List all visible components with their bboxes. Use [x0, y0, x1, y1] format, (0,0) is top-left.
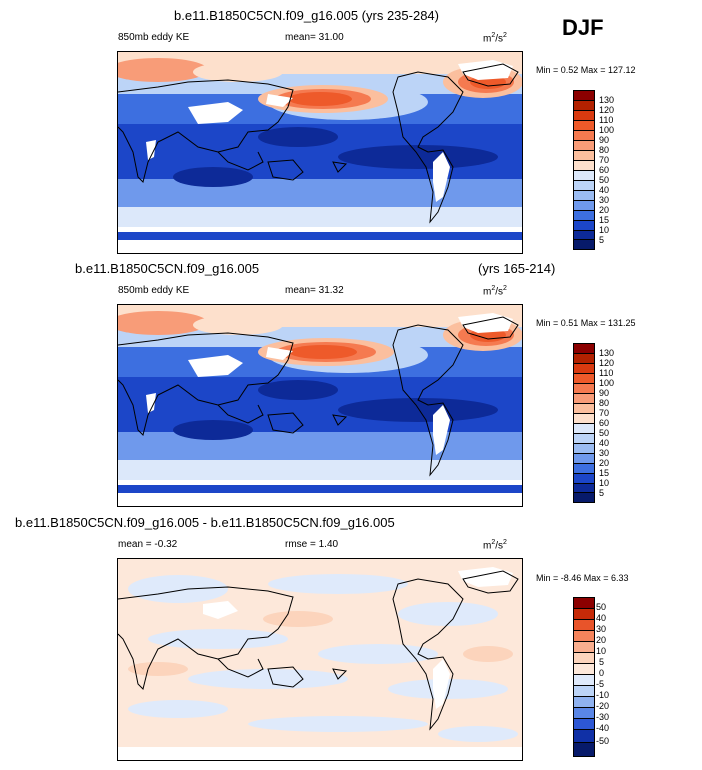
season-label: DJF — [562, 15, 604, 40]
cb2-tick: 90 — [599, 388, 610, 398]
cb3-tick: -20 — [596, 701, 610, 711]
panel1-map — [117, 51, 523, 254]
cb1-tick: 15 — [599, 215, 610, 225]
cb1-tick: 40 — [599, 185, 610, 195]
cb1-tick: 30 — [599, 195, 610, 205]
cb1-tick: 130 — [599, 95, 615, 105]
panel1-variable: 850mb eddy KE — [118, 32, 190, 43]
cb2-tick: 5 — [599, 488, 605, 498]
cb3-tick: 0 — [599, 668, 605, 678]
cb1-tick: 90 — [599, 135, 610, 145]
cb3-tick: 5 — [599, 657, 605, 667]
cb1-tick: 5 — [599, 235, 605, 245]
panel3-min-max: Min = -8.46 Max = 6.33 — [536, 573, 629, 583]
cb1-tick: 120 — [599, 105, 615, 115]
cb3-tick: -40 — [596, 723, 610, 733]
panel1-title: b.e11.B1850C5CN.f09_g16.005 (yrs 235-284… — [174, 8, 439, 23]
cb1-tick: 100 — [599, 125, 615, 135]
cb2-tick: 130 — [599, 348, 615, 358]
cb2-tick: 15 — [599, 468, 610, 478]
cb1-tick: 50 — [599, 175, 610, 185]
cb1-tick: 70 — [599, 155, 610, 165]
cb3-tick: -10 — [596, 690, 610, 700]
panel1-colorbar — [573, 90, 595, 250]
cb2-tick: 50 — [599, 428, 610, 438]
cb1-tick: 60 — [599, 165, 610, 175]
panel2-title: b.e11.B1850C5CN.f09_g16.005 — [75, 261, 260, 276]
panel1-mean: mean= 31.00 — [285, 32, 344, 43]
cb2-tick: 80 — [599, 398, 610, 408]
cb2-tick: 60 — [599, 418, 610, 428]
cb3-tick: -50 — [596, 736, 610, 746]
panel2-units: m2/s2 — [483, 285, 507, 298]
panel2-years: (yrs 165-214) — [478, 261, 556, 276]
panel3-rmse: rmse = 1.40 — [285, 539, 339, 550]
panel1-units: m2/s2 — [483, 32, 507, 45]
panel3-field — [118, 559, 522, 760]
cb2-tick: 30 — [599, 448, 610, 458]
cb2-tick: 40 — [599, 438, 610, 448]
cb3-tick: 40 — [596, 613, 607, 623]
cb2-tick: 120 — [599, 358, 615, 368]
panel3-mean: mean = -0.32 — [118, 539, 178, 550]
panel1-field — [118, 52, 522, 253]
cb2-tick: 20 — [599, 458, 610, 468]
panel3-units: m2/s2 — [483, 539, 507, 552]
panel2-map — [117, 304, 523, 507]
panel2-variable: 850mb eddy KE — [118, 285, 190, 296]
cb3-tick: 30 — [596, 624, 607, 634]
cb3-tick: 20 — [596, 635, 607, 645]
cb3-tick: -30 — [596, 712, 610, 722]
panel1-min-max: Min = 0.52 Max = 127.12 — [536, 65, 636, 75]
cb3-tick: 10 — [596, 646, 607, 656]
cb1-tick: 10 — [599, 225, 610, 235]
cb1-tick: 110 — [599, 115, 614, 125]
panel3-title: b.e11.B1850C5CN.f09_g16.005 - b.e11.B185… — [15, 515, 395, 530]
panel2-colorbar — [573, 343, 595, 503]
cb2-tick: 70 — [599, 408, 610, 418]
cb3-tick: 50 — [596, 602, 607, 612]
panel2-field — [118, 305, 522, 506]
panel2-min-max: Min = 0.51 Max = 131.25 — [536, 318, 636, 328]
cb1-tick: 80 — [599, 145, 610, 155]
panel2-mean: mean= 31.32 — [285, 285, 344, 296]
cb2-tick: 110 — [599, 368, 614, 378]
panel3-colorbar — [573, 597, 595, 757]
cb2-tick: 100 — [599, 378, 615, 388]
panel3-map — [117, 558, 523, 761]
cb1-tick: 20 — [599, 205, 610, 215]
cb2-tick: 10 — [599, 478, 610, 488]
cb3-tick: -5 — [596, 679, 605, 689]
